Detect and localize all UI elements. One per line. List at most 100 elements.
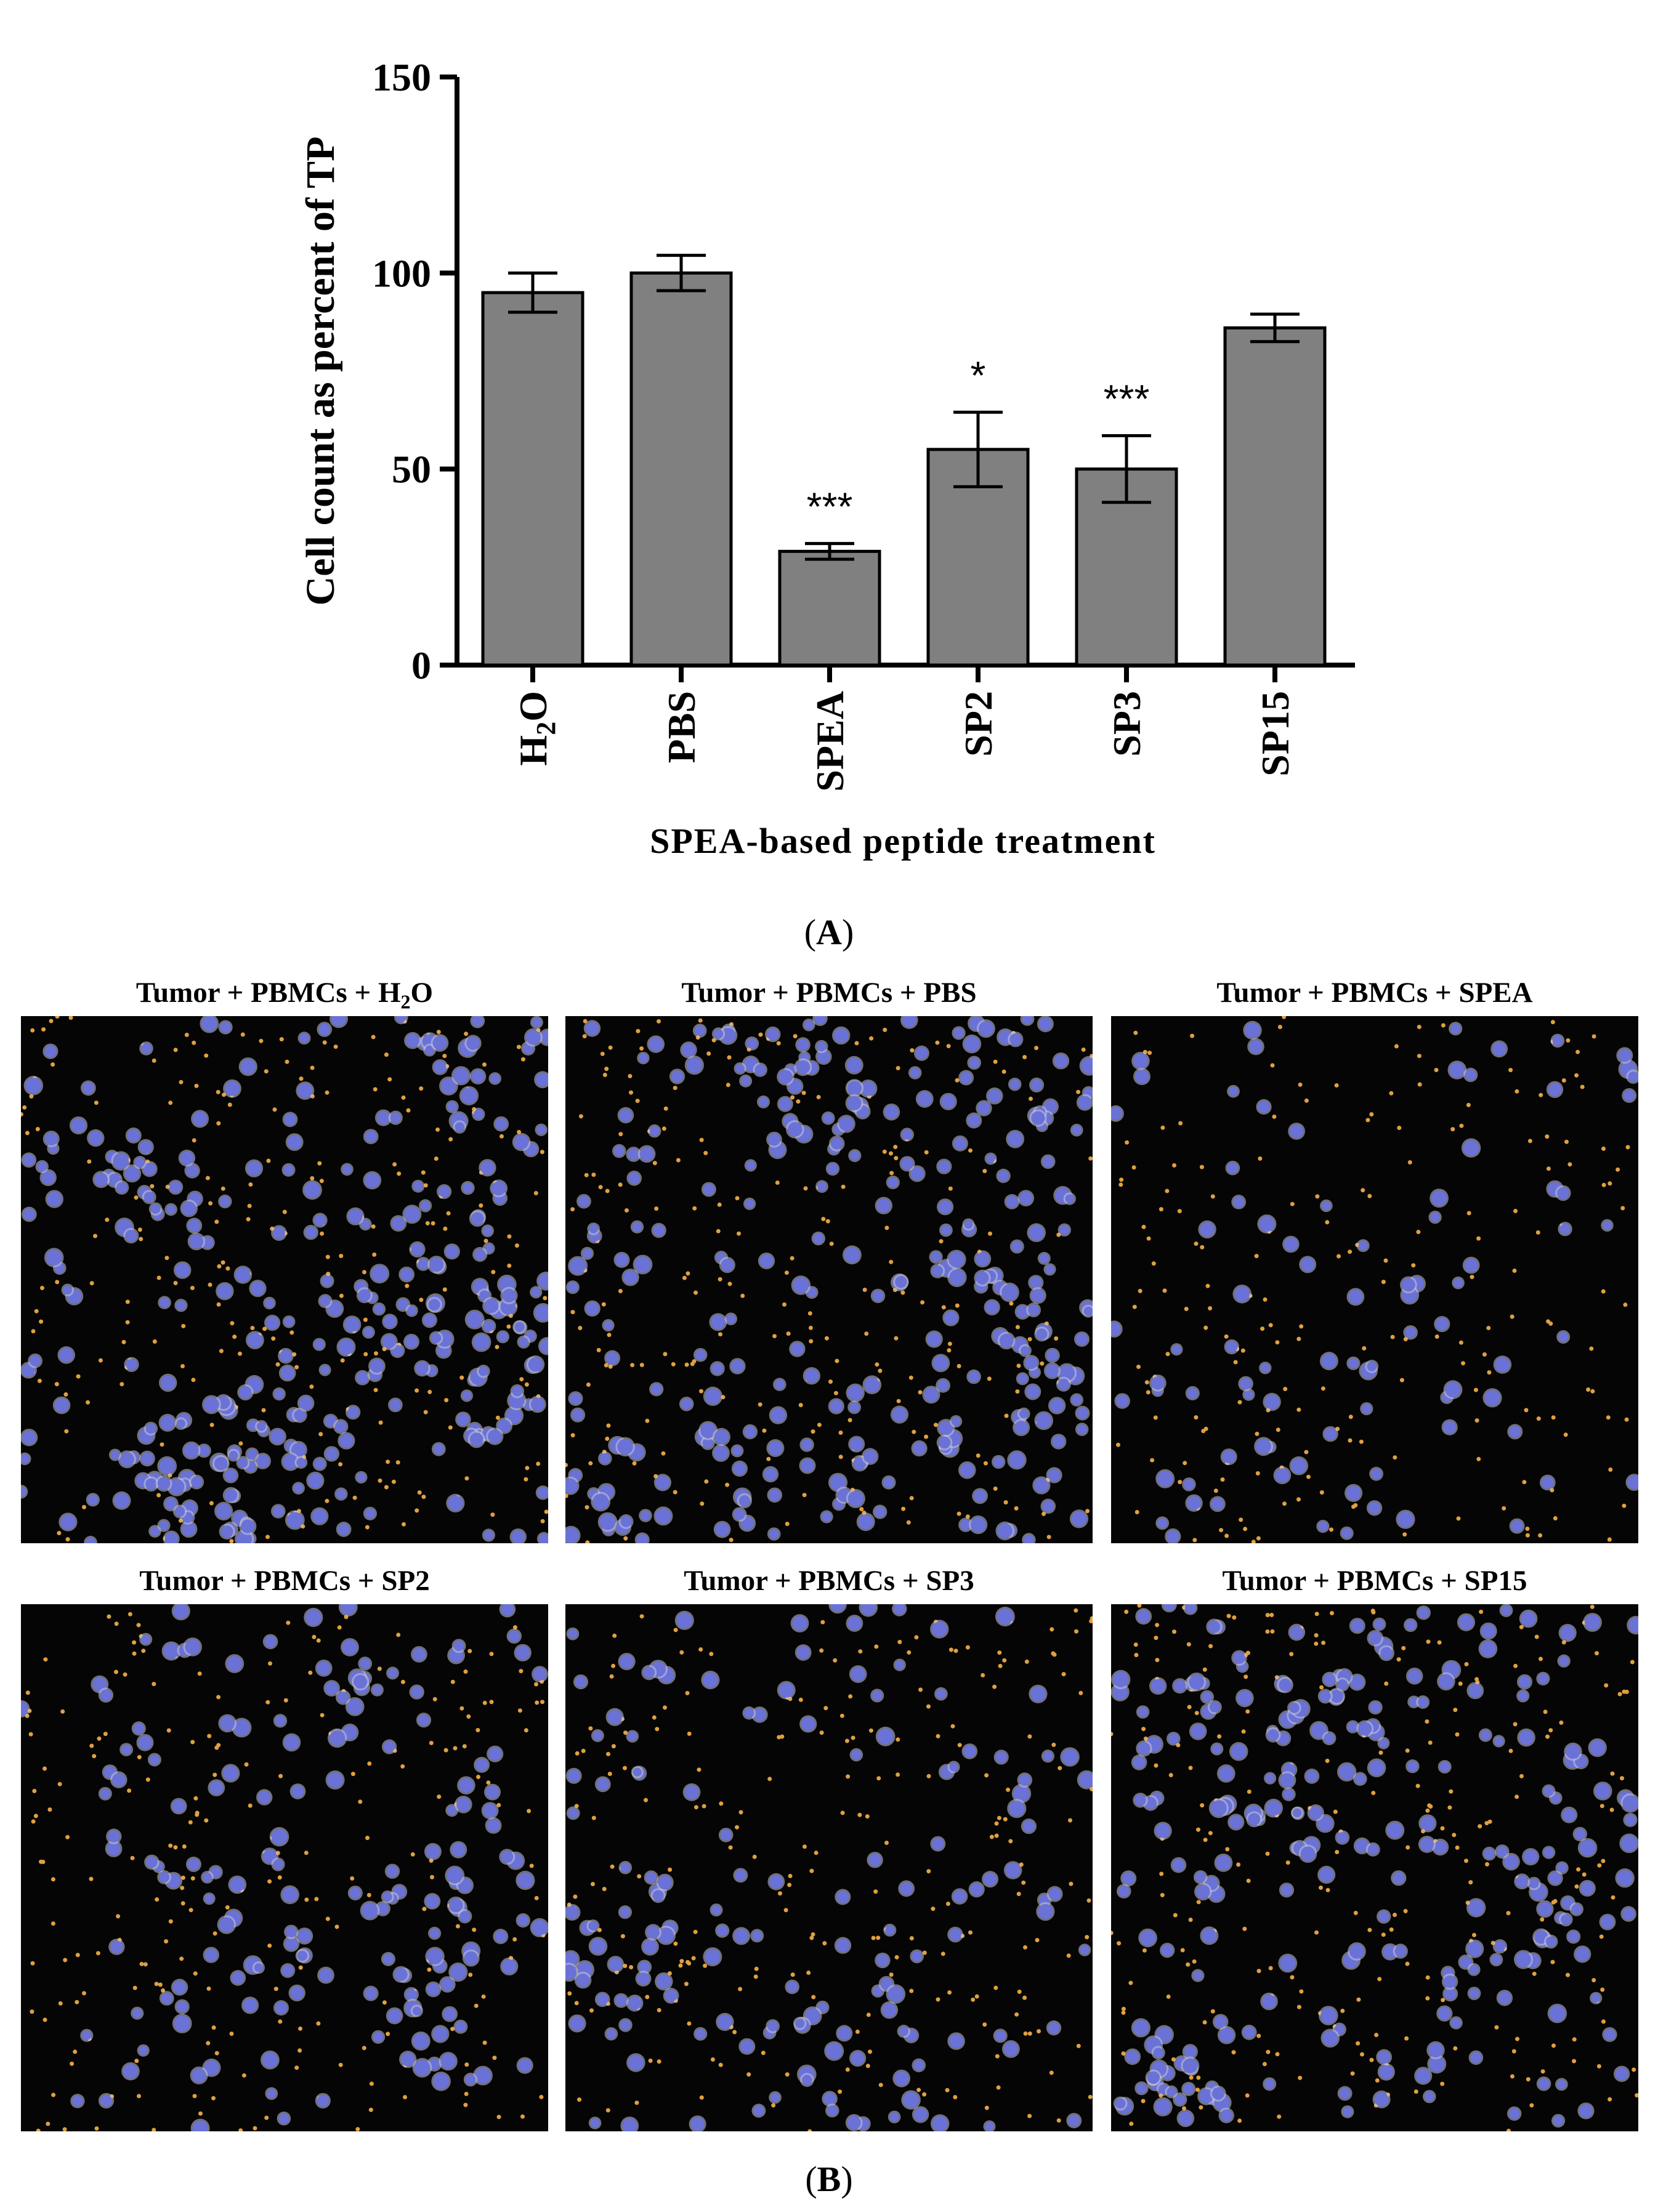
pbmc-dot [588,1461,593,1466]
pbmc-dot [216,1302,221,1307]
pbmc-dot [685,1271,690,1276]
tumor-cell [970,1883,983,1896]
tumor-cell [1211,2087,1224,2100]
tumor-cell [1153,2048,1163,2058]
pbmc-dot [34,1309,39,1314]
micrograph-title: Tumor + PBMCs + SPEA [1216,977,1533,1009]
pbmc-dot [397,1171,402,1176]
pbmc-dot [704,1479,709,1484]
pbmc-dot [219,1349,224,1354]
pbmc-dot [206,1986,211,1991]
tumor-cell [127,1129,140,1142]
pbmc-dot [1508,1748,1513,1753]
tumor-cell [1320,2008,1337,2024]
tumor-cell [1560,1626,1575,1641]
tumor-cell [159,1520,169,1530]
tumor-cell [459,1778,474,1793]
pbmc-dot [771,2103,776,2108]
tumor-cell [1209,1701,1220,1713]
pbmc-dot [42,1766,47,1771]
pbmc-dot [442,1054,447,1059]
micrograph-image [565,1016,1093,1543]
tumor-cell [1065,1194,1074,1203]
pbmc-dot [1330,1611,1334,1615]
tumor-cell [472,1016,483,1027]
pbmc-dot [671,1362,676,1366]
pbmc-dot [693,1929,698,1934]
pbmc-dot [337,1625,342,1630]
tumor-cell [863,1450,877,1463]
tumor-cell [1445,1382,1461,1398]
tumor-cell [82,2030,92,2040]
pbmc-dot [1335,1850,1340,1854]
pbmc-dot [220,1260,225,1265]
tumor-cell [1284,1237,1298,1251]
pbmc-dot [819,1648,824,1653]
pbmc-dot [993,1486,998,1491]
pbmc-dot [889,1171,894,1176]
tumor-cell [822,1512,831,1522]
pbmc-dot [1353,1910,1358,1915]
pbmc-dot [1466,1211,1471,1216]
tumor-cell [455,2021,466,2032]
tumor-cell [273,1227,285,1239]
tumor-cell [838,2027,851,2040]
tumor-cell [913,2060,924,2071]
tumor-cell [826,2043,843,2059]
tumor-cell [394,1968,408,1981]
pbmc-dot [214,2051,219,2056]
pbmc-dot [1527,1139,1532,1144]
pbmc-dot [325,1498,330,1503]
tumor-cell [1306,1770,1318,1782]
pbmc-dot [1539,1092,1543,1097]
tumor-cell [849,1402,859,1413]
pbmc-dot [1014,2012,1019,2017]
tumor-cell [1463,1140,1479,1156]
pbmc-dot [33,1814,38,1818]
pbmc-dot [527,1809,532,1814]
tumor-cell [347,1699,363,1714]
tumor-cell [297,1929,312,1943]
pbmc-dot [1269,1613,1274,1617]
pbmc-dot [116,1914,121,1919]
tumor-cell [1409,1697,1418,1706]
pbmc-dot [436,1030,441,1035]
pbmc-dot [684,1982,689,1987]
pbmc-dot [362,1270,366,1275]
tumor-cell [1262,1994,1276,2009]
pbmc-dot [1548,1321,1553,1326]
pbmc-dot [517,1708,522,1713]
tumor-cell [1151,1679,1165,1693]
tumor-cell [185,1639,201,1655]
pbmc-dot [1147,1051,1152,1056]
tumor-cell [759,1254,774,1268]
pbmc-dot [173,1281,178,1285]
pbmc-dot [1464,1859,1468,1863]
pbmc-dot [350,1772,355,1777]
tumor-cell [342,1640,357,1655]
pbmc-dot [1180,1948,1185,1953]
pbmc-dot [1186,1962,1191,1967]
tumor-cell [1034,1478,1049,1493]
pbmc-dot [1350,2071,1355,2076]
pbmc-dot [628,1074,633,1078]
pbmc-dot [1476,1456,1481,1461]
pbmc-dot [896,1737,900,1742]
pbmc-dot [304,1851,309,1855]
pbmc-dot [1522,1480,1527,1485]
pbmc-dot [512,1625,517,1630]
pbmc-dot [427,1389,432,1394]
tumor-cell [1017,1374,1027,1384]
pbmc-dot [127,1788,132,1793]
pbmc-dot [1004,1413,1009,1418]
tumor-cell [936,1689,946,1699]
tumor-cell [262,1849,277,1863]
pbmc-dot [92,1754,97,1759]
tumor-cell [590,2118,600,2128]
tumor-cell [1358,1722,1372,1736]
tumor-cell [284,1317,294,1326]
tumor-cell [1071,1511,1087,1527]
tumor-cell [1557,1863,1567,1873]
pbmc-dot [431,1221,435,1225]
tumor-cell [1418,1697,1428,1707]
